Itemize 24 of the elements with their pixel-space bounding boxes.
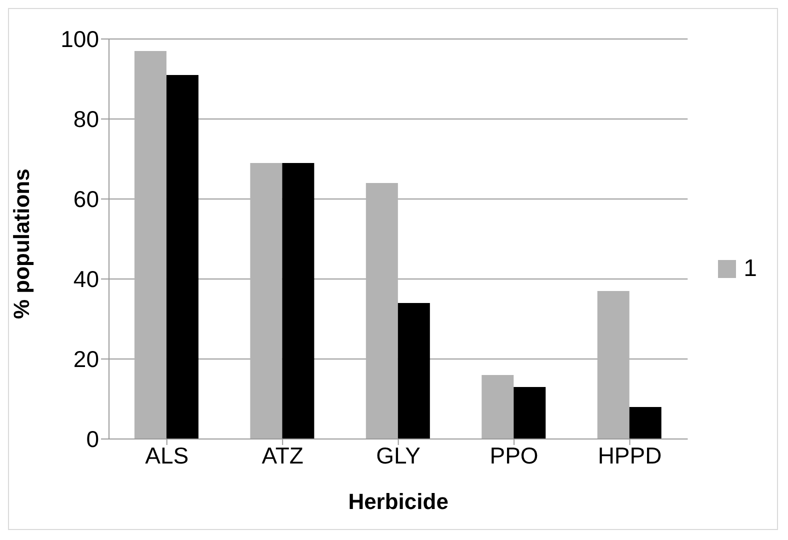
x-tick-label: HPPD [598, 442, 662, 468]
y-tick-label: 0 [86, 426, 99, 452]
bar [166, 75, 198, 439]
x-tick-label: GLY [376, 442, 420, 468]
x-tick-label: ATZ [262, 442, 304, 468]
y-tick-label: 80 [73, 106, 99, 132]
bar [282, 163, 314, 439]
bar [482, 375, 514, 439]
legend-label: 1 [744, 255, 757, 283]
y-axis-title: % populations [8, 168, 34, 319]
x-axis-title: Herbicide [348, 489, 448, 514]
x-tick-label: PPO [490, 442, 538, 468]
bar [250, 163, 282, 439]
bar [398, 303, 430, 439]
y-tick-label: 40 [73, 266, 99, 292]
bar [597, 291, 630, 439]
bar [514, 387, 546, 439]
bar [134, 51, 166, 439]
bar [366, 183, 398, 439]
y-tick-label: 20 [73, 346, 99, 372]
bar [629, 407, 662, 439]
y-tick-label: 60 [73, 186, 99, 212]
x-tick-label: ALS [145, 442, 189, 468]
y-tick-label: 100 [60, 26, 99, 52]
